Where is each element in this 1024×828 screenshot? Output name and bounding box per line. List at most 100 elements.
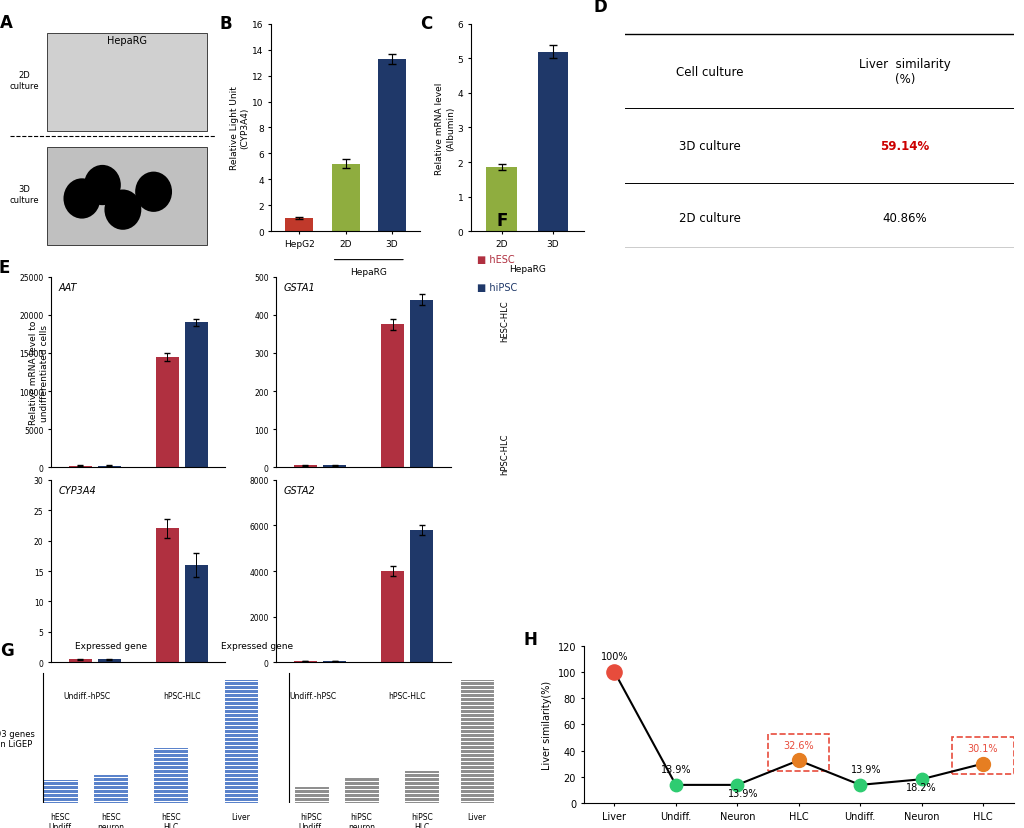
Text: C: C xyxy=(420,15,432,32)
Text: 13.9%: 13.9% xyxy=(851,764,882,774)
Text: 32.6%: 32.6% xyxy=(783,740,814,750)
Bar xyxy=(97,659,121,662)
Bar xyxy=(649,496,679,500)
Text: 30.1%: 30.1% xyxy=(968,744,998,753)
Bar xyxy=(381,325,404,468)
Text: D: D xyxy=(594,0,607,16)
Text: 40.86%: 40.86% xyxy=(883,212,927,224)
Bar xyxy=(378,60,406,232)
Text: 13.9%: 13.9% xyxy=(660,764,691,774)
Text: CYP3A4: CYP3A4 xyxy=(58,486,96,496)
Text: GSTA2: GSTA2 xyxy=(284,486,315,496)
Text: F: F xyxy=(497,212,508,230)
Bar xyxy=(967,496,996,500)
Y-axis label: Liver similarity(%): Liver similarity(%) xyxy=(542,680,552,769)
Text: Relative mRNA level to
undifferentiated cells: Relative mRNA level to undifferentiated … xyxy=(30,320,48,425)
Text: G: G xyxy=(0,641,14,659)
Point xyxy=(852,778,868,792)
Bar xyxy=(808,496,838,500)
Text: 2D culture: 2D culture xyxy=(679,212,741,224)
Bar xyxy=(184,566,208,662)
Y-axis label: Relative mRNA level
(Albumin): Relative mRNA level (Albumin) xyxy=(435,82,455,175)
Bar xyxy=(381,571,404,662)
Bar xyxy=(69,659,92,662)
Bar xyxy=(410,531,433,662)
Text: AAT/DAPI: AAT/DAPI xyxy=(709,403,745,409)
Bar xyxy=(649,363,679,368)
Text: 2D
culture: 2D culture xyxy=(10,71,39,90)
Text: Undiff.-hPSC: Undiff.-hPSC xyxy=(289,498,336,507)
Text: hESC
neuron: hESC neuron xyxy=(97,811,124,828)
Text: A: A xyxy=(0,13,13,31)
Bar xyxy=(323,466,346,468)
Text: 59.14%: 59.14% xyxy=(881,140,930,153)
Bar xyxy=(156,529,179,662)
Text: HepaRG: HepaRG xyxy=(350,268,387,277)
Text: H: H xyxy=(523,630,538,648)
Circle shape xyxy=(63,179,100,219)
Text: hiPSC
HLC: hiPSC HLC xyxy=(411,811,432,828)
Bar xyxy=(97,466,121,468)
Text: Liver: Liver xyxy=(467,811,486,821)
Text: hPSC-HLC: hPSC-HLC xyxy=(388,498,426,507)
Text: Undiff.-hPSC: Undiff.-hPSC xyxy=(289,691,336,700)
Text: GSTA1: GSTA1 xyxy=(284,283,315,293)
Bar xyxy=(156,358,179,468)
Bar xyxy=(808,363,838,368)
Y-axis label: Relative Light Unit
(CYP3A4): Relative Light Unit (CYP3A4) xyxy=(230,86,250,171)
Text: Liver  similarity
(%): Liver similarity (%) xyxy=(859,58,950,86)
Text: hESC
Undiff.: hESC Undiff. xyxy=(48,811,73,828)
Bar xyxy=(294,466,317,468)
Text: hiPSC
Undiff.: hiPSC Undiff. xyxy=(299,811,324,828)
Point xyxy=(913,773,930,786)
Bar xyxy=(47,34,207,132)
Text: 18.2%: 18.2% xyxy=(906,782,937,792)
Point xyxy=(668,778,684,792)
Point xyxy=(975,757,991,770)
Point xyxy=(606,666,623,679)
Text: Expressed gene: Expressed gene xyxy=(76,641,147,650)
Text: hiPSC
neuron: hiPSC neuron xyxy=(348,811,375,828)
Bar xyxy=(332,165,359,232)
Bar xyxy=(538,52,568,232)
Text: hPSC-HLC: hPSC-HLC xyxy=(388,691,426,700)
Circle shape xyxy=(104,190,141,230)
Text: hESC-HLC: hESC-HLC xyxy=(500,300,509,342)
Bar xyxy=(410,301,433,468)
Text: CK18/DAPI: CK18/DAPI xyxy=(867,271,909,277)
Circle shape xyxy=(135,172,172,213)
Text: Cell culture: Cell culture xyxy=(677,65,744,79)
Point xyxy=(791,753,807,767)
Bar xyxy=(47,148,207,246)
Point xyxy=(729,778,745,792)
Text: 93 genes
in LiGEP: 93 genes in LiGEP xyxy=(0,729,35,749)
Text: E: E xyxy=(0,258,10,277)
Bar xyxy=(184,323,208,468)
Text: AAT: AAT xyxy=(58,283,77,293)
Text: B: B xyxy=(219,15,232,32)
Text: Expressed gene: Expressed gene xyxy=(221,641,293,650)
Text: HNF4A/DAPI: HNF4A/DAPI xyxy=(550,271,598,277)
Text: ■ hiPSC: ■ hiPSC xyxy=(477,283,517,293)
Text: hPSC-HLC: hPSC-HLC xyxy=(163,497,201,506)
Text: hPSC-HLC: hPSC-HLC xyxy=(500,432,509,474)
Text: Undiff.-hPSC: Undiff.-hPSC xyxy=(63,691,111,700)
Bar xyxy=(967,363,996,368)
Text: 3D culture: 3D culture xyxy=(679,140,741,153)
Text: Undiff.-hPSC: Undiff.-hPSC xyxy=(63,497,111,506)
Text: 13.9%: 13.9% xyxy=(728,788,759,798)
Text: HepaRG: HepaRG xyxy=(106,36,147,46)
Text: ■ hESC: ■ hESC xyxy=(477,254,514,264)
Text: AAT/DAPI: AAT/DAPI xyxy=(709,271,745,277)
Bar xyxy=(286,219,313,232)
Bar xyxy=(486,168,517,232)
Bar xyxy=(69,466,92,468)
Text: HepaRG: HepaRG xyxy=(509,265,546,273)
Text: Liver: Liver xyxy=(231,811,251,821)
Text: 3D
culture: 3D culture xyxy=(10,185,39,205)
Text: hPSC-HLC: hPSC-HLC xyxy=(163,691,201,700)
Text: 100%: 100% xyxy=(601,652,628,662)
Text: CK18/DAPI: CK18/DAPI xyxy=(867,403,909,409)
Text: hESC
HLC: hESC HLC xyxy=(161,811,180,828)
Circle shape xyxy=(84,166,121,206)
